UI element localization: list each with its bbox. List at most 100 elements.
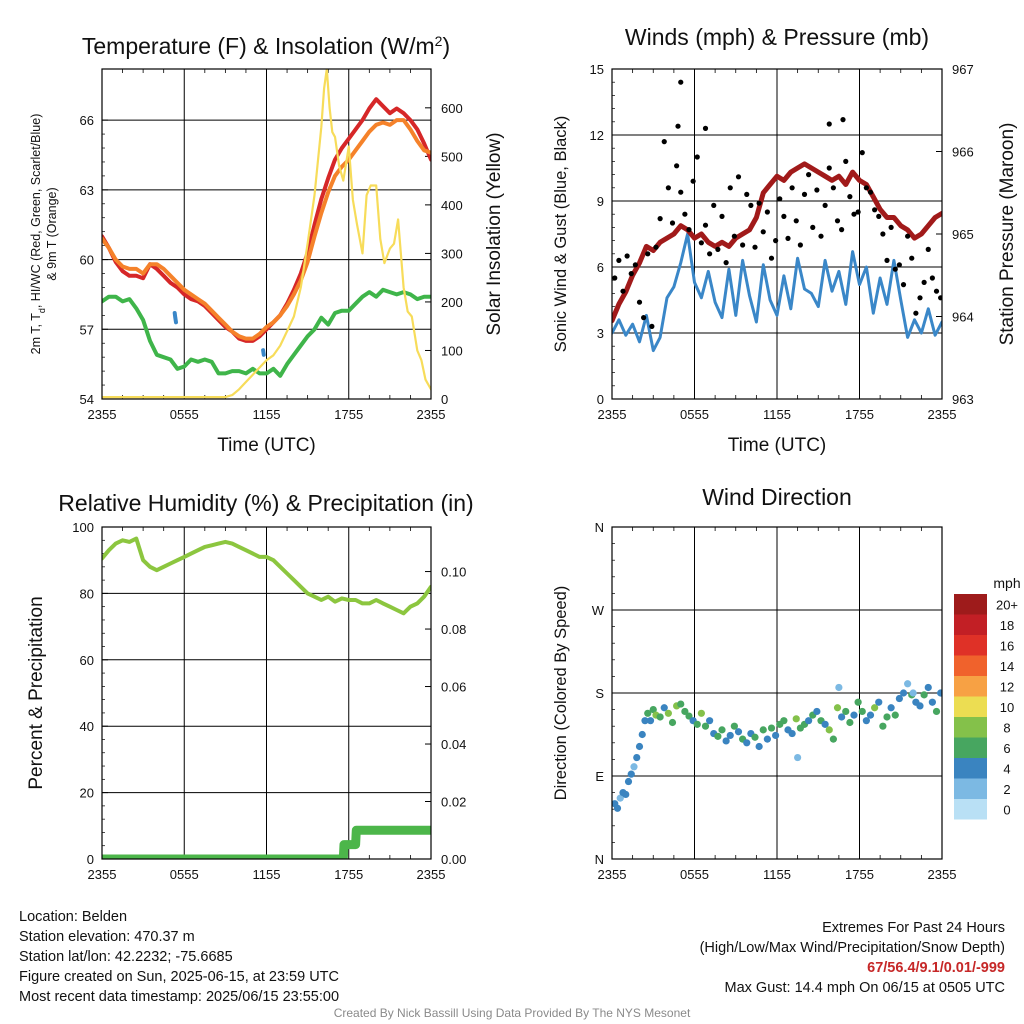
colorbar-label: 8 — [1003, 720, 1010, 735]
direction-point — [862, 717, 870, 725]
y-tick-label: 66 — [80, 113, 94, 128]
y-tick-label: 60 — [80, 653, 94, 668]
direction-point — [829, 735, 837, 743]
chart-title: Temperature (F) & Insolation (W/m2) — [82, 33, 450, 59]
direction-point — [616, 794, 624, 802]
gust-point — [645, 251, 651, 257]
gust-point — [768, 255, 775, 261]
colorbar-swatch — [954, 696, 987, 717]
gust-point — [806, 172, 812, 178]
y-axis-label: Sonic Wind & Gust (Blue, Black) — [552, 116, 570, 353]
gust-point — [781, 213, 787, 219]
y-tick-label: N — [595, 852, 604, 867]
direction-point — [763, 735, 771, 743]
direction-point — [920, 691, 928, 699]
gust-point — [686, 227, 692, 233]
extremes-title: Extremes For Past 24 Hours — [822, 920, 1005, 936]
direction-point — [755, 742, 763, 751]
gust-point — [880, 231, 886, 237]
direction-point — [635, 742, 644, 751]
direction-point — [895, 694, 903, 703]
gust-point — [665, 185, 671, 191]
x-tick-label: 1155 — [763, 867, 791, 882]
precipitation-line — [102, 825, 431, 859]
direction-point — [677, 700, 685, 708]
direction-point — [759, 726, 767, 734]
gust-point — [925, 246, 931, 252]
title-rest: ) — [442, 33, 450, 59]
gust-point — [669, 220, 676, 226]
gust-point — [723, 260, 729, 266]
direction-point — [706, 717, 714, 725]
gust-point — [678, 79, 684, 85]
direction-point — [924, 683, 932, 692]
y-axis-label-part: , HI/WC (Red, Green, Scarlet/Blue) — [29, 114, 43, 309]
gust-point — [826, 121, 832, 127]
direction-point — [767, 724, 776, 732]
direction-point — [887, 704, 895, 712]
humidity-panel: Relative Humidity (%) & Precipitation (i… — [26, 490, 474, 882]
y2-tick-label: 963 — [952, 392, 974, 407]
y-tick-label: 12 — [590, 128, 604, 143]
gust-point — [694, 154, 700, 160]
relative-humidity-line — [102, 536, 431, 616]
y-axis-label-part: 2m T, T — [29, 313, 43, 355]
direction-point — [681, 707, 689, 716]
colorbar-swatch — [954, 778, 987, 799]
gust-point — [938, 295, 942, 301]
direction-point — [928, 698, 936, 706]
colorbar-swatch — [954, 799, 987, 820]
colorbar-swatch — [954, 594, 987, 615]
gust-point — [740, 242, 746, 248]
x-tick-label: 0555 — [680, 867, 709, 882]
direction-point — [794, 753, 802, 762]
temperature-panel: Temperature (F) & Insolation (W/m2)2355 0… — [29, 33, 505, 456]
direction-point — [613, 804, 622, 812]
gust-point — [657, 216, 663, 222]
title-superscript: 2 — [435, 33, 443, 49]
colorbar-unit: mph — [993, 575, 1020, 591]
y-axis-label: 2m T, Td, HI/WC (Red, Green, Scarlet/Blu… — [29, 114, 47, 355]
y2-tick-label: 0.06 — [441, 680, 466, 695]
direction-point — [664, 709, 672, 717]
y-tick-label: 100 — [72, 520, 94, 535]
y-tick-label: 0 — [597, 392, 604, 407]
x-tick-label: 1755 — [334, 407, 363, 422]
gust-point — [764, 209, 770, 215]
gust-point — [847, 194, 853, 200]
colorbar-swatch — [954, 635, 987, 656]
gust-point — [888, 224, 894, 230]
y2-tick-label: 966 — [952, 145, 974, 160]
gust-point — [896, 262, 902, 268]
chart-title: Wind Direction — [702, 484, 852, 510]
gust-point — [933, 288, 940, 294]
x-tick-label: 1755 — [845, 407, 874, 422]
extremes-values: 67/56.4/9.1/0.01/-999 — [867, 960, 1005, 976]
y-tick-label: 9 — [597, 194, 604, 209]
y-tick-label: 6 — [597, 260, 604, 275]
gust-point — [711, 202, 717, 208]
plot-area — [612, 680, 942, 812]
gust-point — [698, 240, 704, 246]
gust-point — [843, 158, 849, 164]
y-tick-label: 63 — [80, 183, 94, 198]
gust-point — [612, 275, 618, 281]
direction-point — [891, 711, 899, 719]
y-axis-label-line2: & 9m T (Orange) — [45, 187, 59, 280]
y2-tick-label: 0 — [441, 392, 448, 407]
colorbar-label: 0 — [1003, 802, 1010, 817]
direction-point — [833, 704, 842, 712]
gust-point — [756, 200, 762, 206]
direction-point — [722, 737, 730, 745]
direction-points — [612, 680, 942, 812]
direction-point — [850, 711, 858, 719]
colorbar-label: 12 — [1000, 679, 1014, 694]
gust-point — [863, 185, 869, 191]
gust-point — [785, 235, 791, 241]
direction-point — [805, 717, 813, 725]
direction-point — [821, 720, 829, 728]
direction-point — [772, 731, 780, 740]
x-tick-label: 1755 — [334, 867, 363, 882]
y2-tick-label: 0.02 — [441, 795, 466, 810]
